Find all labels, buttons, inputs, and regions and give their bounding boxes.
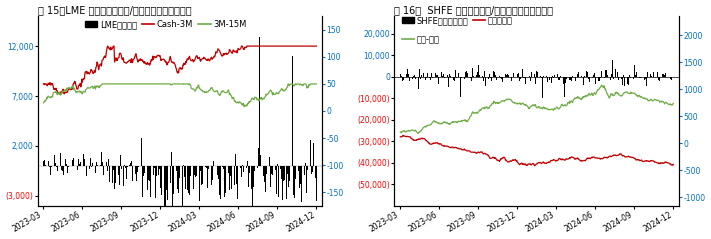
Legend: 连续-连三: 连续-连三 bbox=[399, 32, 444, 48]
Legend: LME库存增减, Cash-3M, 3M-15M: LME库存增减, Cash-3M, 3M-15M bbox=[82, 17, 250, 32]
Text: 图 16：  SHFE 基差价差（元/吨）与库存变动（吨）: 图 16： SHFE 基差价差（元/吨）与库存变动（吨） bbox=[395, 5, 553, 16]
Text: 图 15：LME 基差价差（美元/吨）与库存变动（吨）: 图 15：LME 基差价差（美元/吨）与库存变动（吨） bbox=[38, 5, 191, 16]
